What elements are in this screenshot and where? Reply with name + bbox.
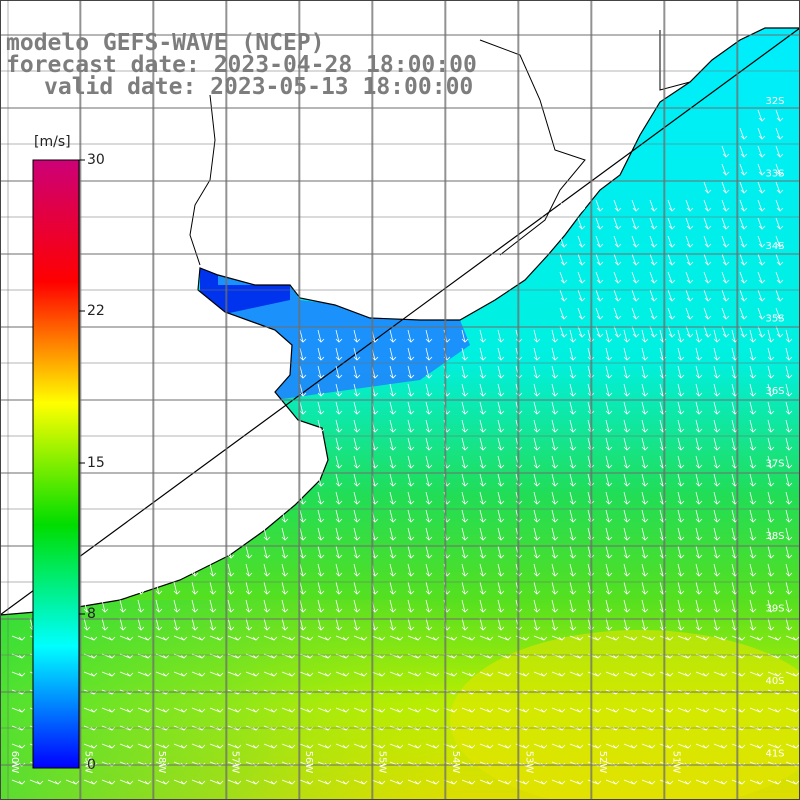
colorbar-tick-8: 8 [87,606,96,622]
wind-arrows [11,109,800,785]
lat-label: 37S [765,459,784,470]
lon-label: 51W [671,751,682,774]
valid-date: valid date: 2023-05-13 18:00:00 [44,74,474,100]
lon-label: 52W [597,751,608,774]
coastline [0,27,800,616]
lagoon-border [659,30,691,91]
colorbar-tick-15: 15 [87,455,105,471]
lon-label: 57W [230,751,241,774]
forecast-date: forecast date: 2023-04-28 18:00:00 [6,52,477,78]
colorbar-tick-22: 22 [87,303,105,319]
lon-label: 59W [83,751,94,774]
lon-label: 55W [377,751,388,774]
lat-label: 35S [765,314,784,325]
lat-label: 38S [765,531,784,542]
lat-label: 34S [765,241,784,252]
lon-label: 58W [156,751,167,774]
river-uruguay [189,94,216,266]
border-brazil [479,39,586,256]
model-title: modelo GEFS-WAVE (NCEP) [6,30,325,56]
lat-label: 33S [765,169,784,180]
colorbar-unit: [m/s] [34,134,71,150]
lat-label: 40S [765,676,784,687]
colorbar-tick-30: 30 [87,152,105,168]
lat-label: 39S [765,604,784,615]
lat-label: 36S [765,386,784,397]
lon-label: 54W [450,751,461,774]
colorbar [32,159,80,769]
lat-label: 41S [765,749,784,760]
land [0,0,800,615]
lon-label: 56W [303,751,314,774]
lat-label: 32S [765,96,784,107]
high-wind-area [450,630,800,800]
lon-label: 60W [9,751,20,774]
lon-label: 53W [524,751,535,774]
colorbar-tick-0: 0 [87,757,96,773]
